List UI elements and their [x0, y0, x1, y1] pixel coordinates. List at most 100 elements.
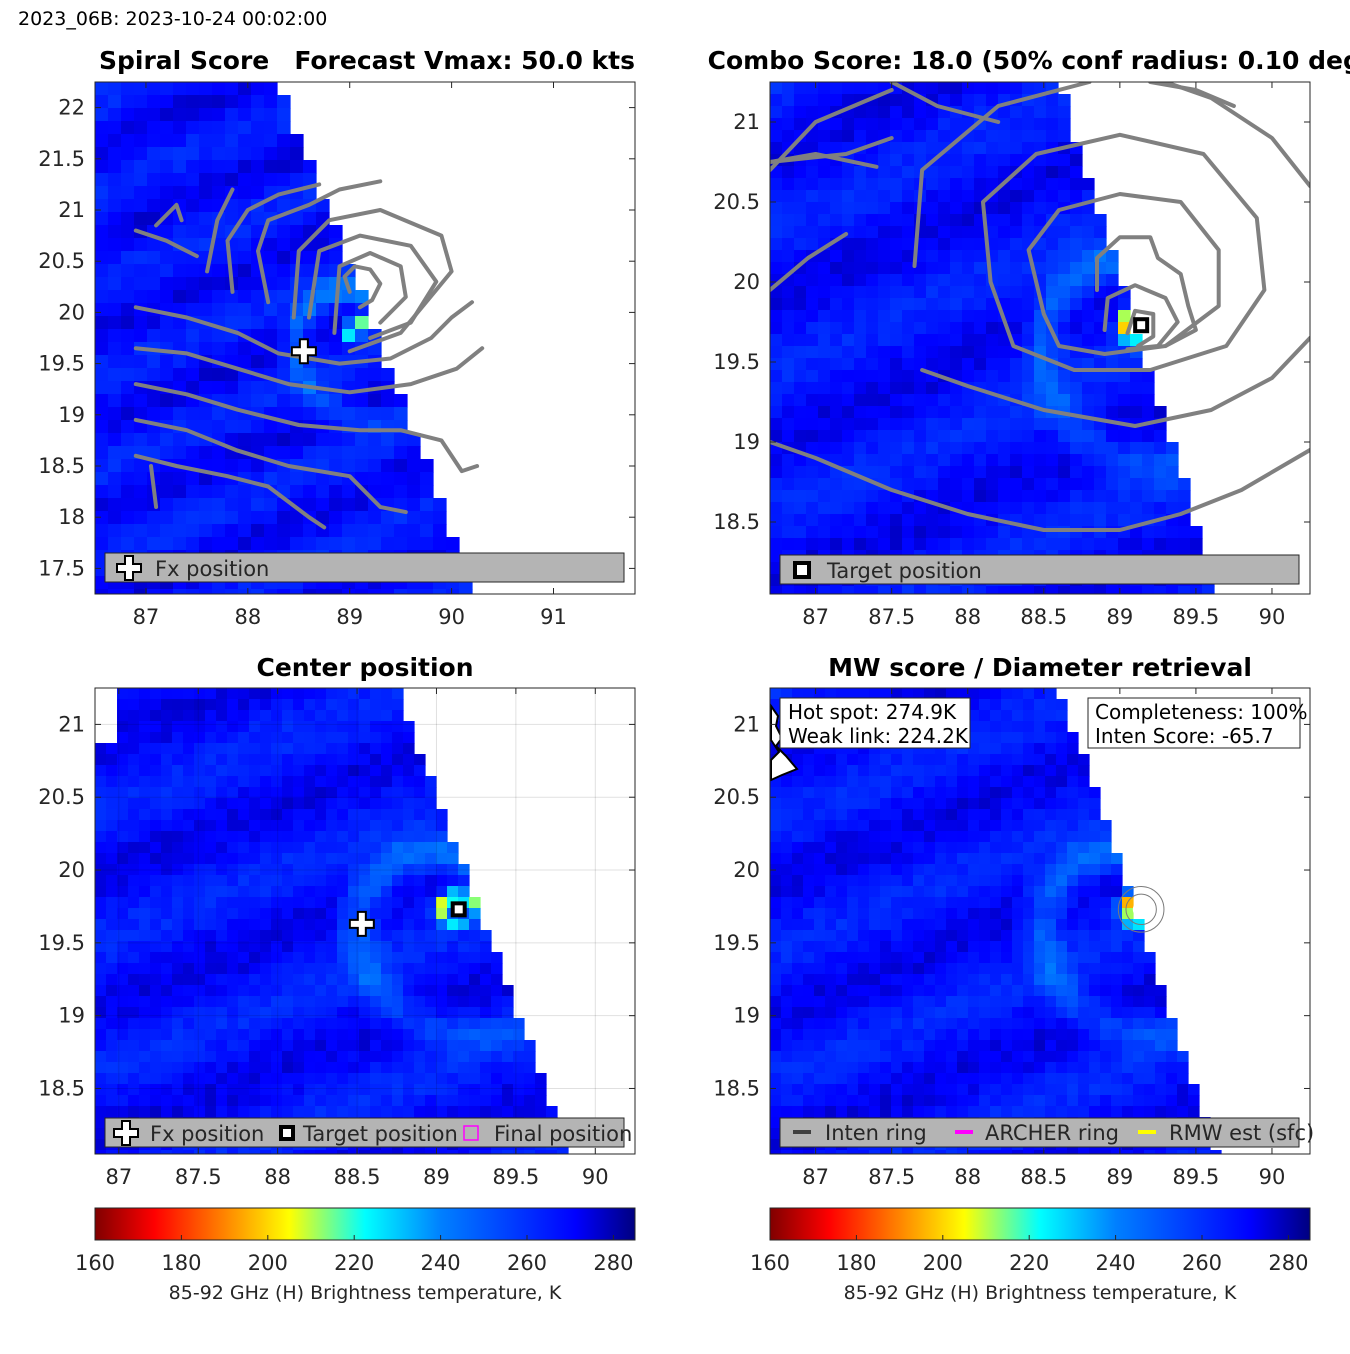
heatmap-cell — [858, 787, 870, 799]
heatmap-cell — [238, 147, 252, 161]
heatmap-cell — [150, 1150, 162, 1162]
heatmap-cell — [194, 908, 206, 920]
heatmap-cell — [946, 974, 958, 986]
heatmap-cell — [108, 485, 122, 499]
heatmap-cell — [1012, 875, 1024, 887]
heatmap-cell — [878, 310, 891, 323]
heatmap-cell — [290, 407, 304, 421]
heatmap-cell — [902, 514, 915, 527]
heatmap-cell — [329, 589, 343, 603]
heatmap-cell — [370, 1062, 382, 1074]
heatmap-cell — [880, 820, 892, 832]
heatmap-cell — [858, 776, 870, 788]
heatmap-cell — [260, 721, 272, 733]
heatmap-cell — [926, 178, 939, 191]
heatmap-cell — [836, 842, 848, 854]
heatmap-cell — [880, 809, 892, 821]
heatmap-cell — [938, 442, 951, 455]
heatmap-cell — [394, 524, 408, 538]
heatmap-cell — [878, 382, 891, 395]
heatmap-cell — [304, 996, 316, 1008]
heatmap-cell — [172, 688, 184, 700]
heatmap-cell — [806, 466, 819, 479]
heatmap-cell — [458, 1084, 470, 1096]
heatmap-cell — [326, 875, 338, 887]
heatmap-cell — [803, 754, 815, 766]
heatmap-cell — [1010, 322, 1023, 335]
heatmap-cell — [902, 908, 914, 920]
heatmap-cell — [869, 1040, 881, 1052]
heatmap-cell — [946, 886, 958, 898]
heatmap-cell — [337, 842, 349, 854]
heatmap-cell — [770, 502, 783, 515]
heatmap-cell — [825, 1007, 837, 1019]
heatmap-cell — [847, 809, 859, 821]
heatmap-cell — [1100, 853, 1112, 865]
heatmap-cell — [1118, 430, 1131, 443]
heatmap-cell — [1070, 466, 1083, 479]
heatmap-cell — [926, 346, 939, 359]
heatmap-cell — [212, 121, 226, 135]
heatmap-cell — [264, 134, 278, 148]
heatmap-cell — [1001, 743, 1013, 755]
heatmap-cell — [264, 121, 278, 135]
heatmap-cell — [348, 842, 360, 854]
heatmap-cell — [814, 1007, 826, 1019]
heatmap-cell — [1070, 298, 1083, 311]
heatmap-cell — [95, 842, 107, 854]
heatmap-cell — [370, 1106, 382, 1118]
heatmap-cell — [914, 538, 927, 551]
heatmap-cell — [186, 95, 200, 109]
heatmap-cell — [238, 186, 252, 200]
heatmap-cell — [1045, 963, 1057, 975]
heatmap-cell — [935, 963, 947, 975]
heatmap-cell — [1094, 502, 1107, 515]
heatmap-cell — [194, 842, 206, 854]
heatmap-cell — [770, 394, 783, 407]
heatmap-cell — [781, 930, 793, 942]
heatmap-cell — [926, 274, 939, 287]
heatmap-cell — [403, 765, 415, 777]
heatmap-cell — [447, 1007, 459, 1019]
heatmap-cell — [1144, 952, 1156, 964]
heatmap-cell — [216, 897, 228, 909]
heatmap-cell — [1106, 538, 1119, 551]
heatmap-cell — [1070, 322, 1083, 335]
heatmap-cell — [792, 842, 804, 854]
heatmap-cell — [95, 433, 109, 447]
heatmap-cell — [1082, 382, 1095, 395]
heatmap-cell — [271, 1018, 283, 1030]
heatmap-cell — [381, 974, 393, 986]
heatmap-cell — [407, 511, 421, 525]
heatmap-cell — [890, 406, 903, 419]
heatmap-cell — [316, 433, 330, 447]
heatmap-cell — [902, 820, 914, 832]
heatmap-cell — [878, 454, 891, 467]
heatmap-cell — [326, 1029, 338, 1041]
heatmap-cell — [414, 985, 426, 997]
heatmap-cell — [326, 886, 338, 898]
heatmap-cell — [251, 108, 265, 122]
heatmap-cell — [794, 358, 807, 371]
heatmap-cell — [866, 190, 879, 203]
heatmap-cell — [238, 919, 250, 931]
heatmap-cell — [842, 298, 855, 311]
heatmap-cell — [249, 1073, 261, 1085]
heatmap-cell — [794, 310, 807, 323]
heatmap-cell — [227, 809, 239, 821]
heatmap-cell — [902, 754, 914, 766]
heatmap-cell — [337, 809, 349, 821]
heatmap-cell — [128, 1007, 140, 1019]
heatmap-cell — [990, 710, 1002, 722]
heatmap-cell — [315, 820, 327, 832]
heatmap-cell — [926, 202, 939, 215]
heatmap-cell — [1058, 370, 1071, 383]
heatmap-cell — [227, 952, 239, 964]
heatmap-cell — [782, 430, 795, 443]
mw-heatmap — [770, 688, 1222, 1162]
heatmap-cell — [1046, 118, 1059, 131]
heatmap-cell — [1045, 853, 1057, 865]
heatmap-cell — [183, 710, 195, 722]
heatmap-cell — [938, 430, 951, 443]
heatmap-cell — [260, 820, 272, 832]
